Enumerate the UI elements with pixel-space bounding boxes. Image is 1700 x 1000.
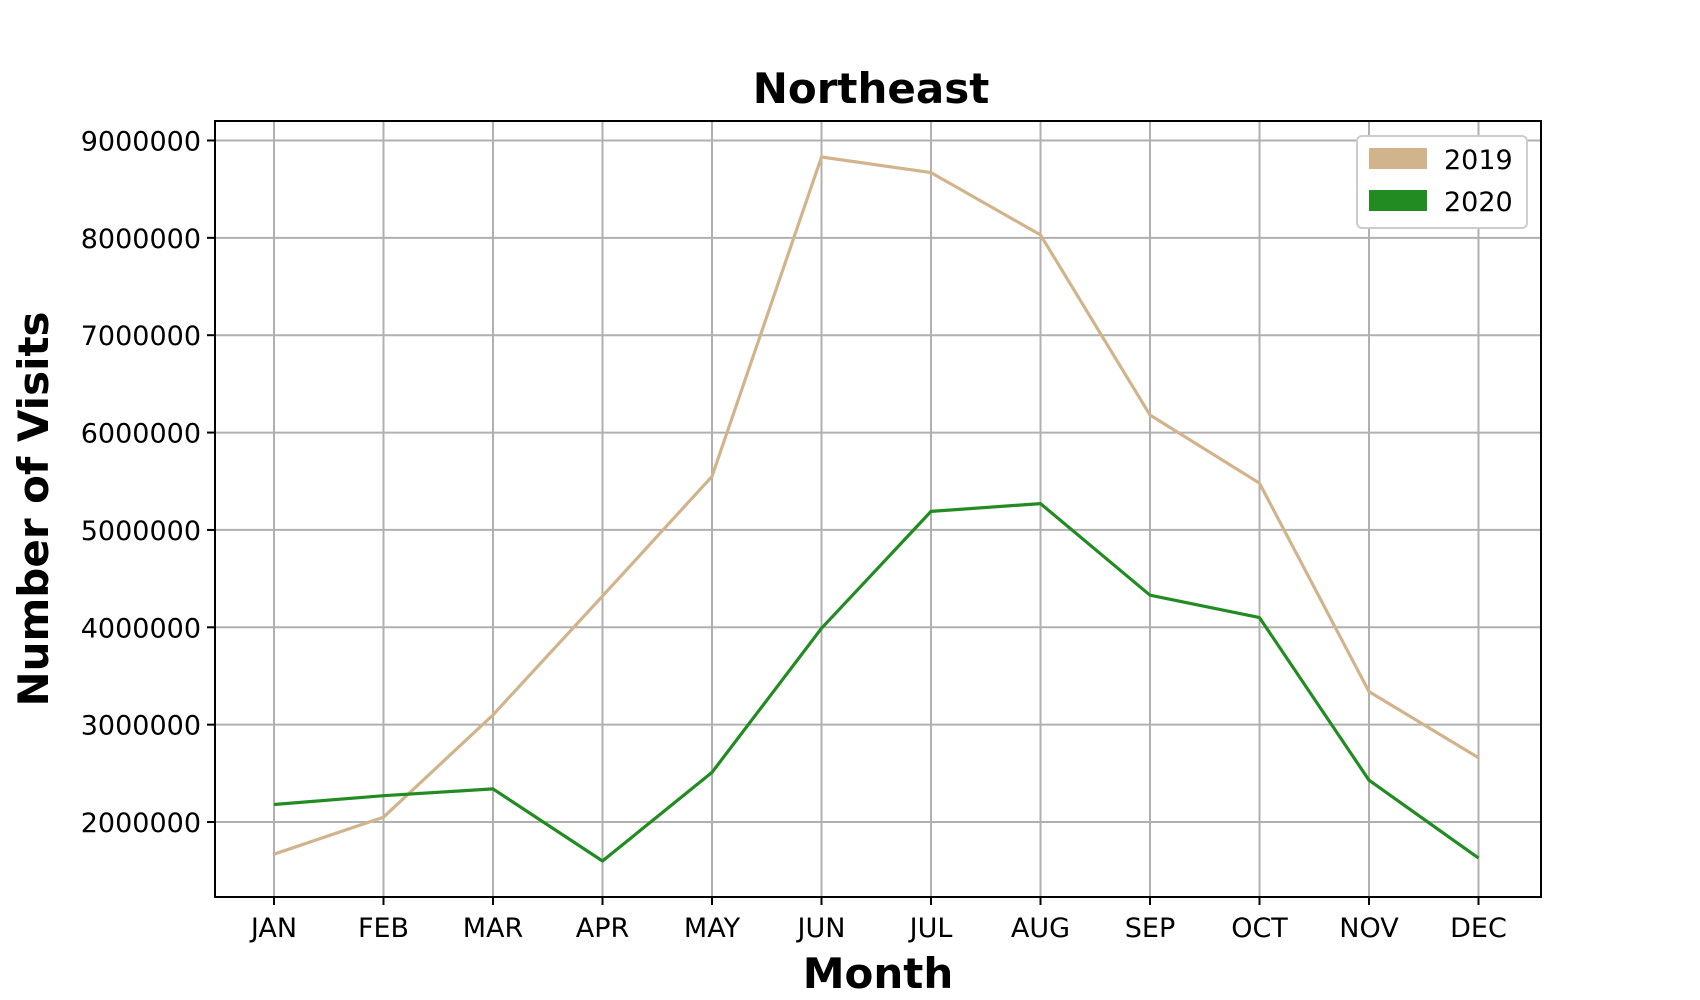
- legend-label: 2020: [1444, 187, 1513, 218]
- x-tick-label: APR: [576, 913, 630, 944]
- y-tick-label: 5000000: [81, 516, 201, 547]
- series-lines: [273, 155, 1480, 863]
- x-tick-label: JAN: [249, 913, 297, 944]
- x-tick-label: MAY: [684, 913, 741, 944]
- x-tick-label: NOV: [1339, 913, 1399, 944]
- legend-swatch-2020: [1369, 190, 1427, 211]
- x-tick-label: DEC: [1450, 913, 1507, 944]
- x-tick-label: MAR: [463, 913, 524, 944]
- chart-title: Northeast: [753, 64, 990, 113]
- y-tick-label: 3000000: [81, 711, 201, 742]
- y-tick-label: 8000000: [81, 224, 201, 255]
- x-tick-label: AUG: [1011, 913, 1070, 944]
- legend-swatch-2019: [1369, 148, 1427, 169]
- grid: [215, 121, 1541, 897]
- x-tick-label: SEP: [1125, 913, 1175, 944]
- legend-label: 2019: [1444, 145, 1513, 176]
- y-axis-label: Number of Visits: [9, 311, 58, 706]
- x-tick-labels: JAN FEB MAR APR MAY JUN JUL AUG SEP OCT NOV DEC: [249, 897, 1507, 944]
- x-tick-label: JUN: [796, 913, 846, 944]
- x-axis-label: Month: [803, 949, 954, 998]
- y-tick-label: 7000000: [81, 321, 201, 352]
- x-tick-label: JUL: [908, 913, 953, 944]
- legend: 2019 2020: [1356, 135, 1528, 229]
- y-tick-label: 9000000: [81, 126, 201, 157]
- y-tick-label: 6000000: [81, 419, 201, 450]
- y-tick-label: 2000000: [81, 808, 201, 839]
- x-tick-label: OCT: [1231, 913, 1288, 944]
- y-tick-labels: 2000000 3000000 4000000 5000000 6000000 70000…: [81, 126, 215, 839]
- plot-frame: [214, 120, 1542, 898]
- x-tick-label: FEB: [358, 913, 409, 944]
- series-line-2020: [273, 502, 1480, 863]
- y-tick-label: 4000000: [81, 613, 201, 644]
- series-line-2019: [273, 155, 1480, 856]
